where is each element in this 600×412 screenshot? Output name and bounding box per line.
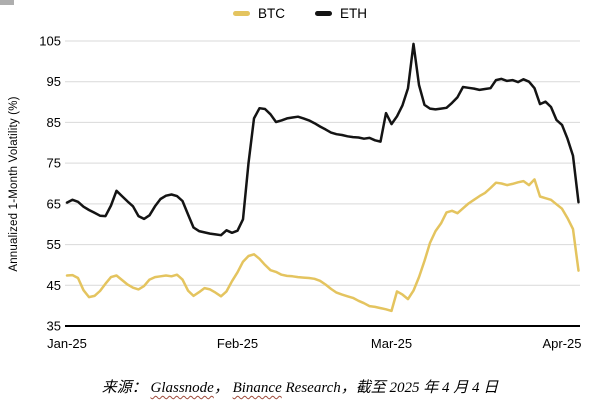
x-tick-jan-25: Jan-25	[47, 336, 87, 351]
x-tick-feb-25: Feb-25	[217, 336, 258, 351]
x-tick-apr-25: Apr-25	[542, 336, 581, 351]
volatility-line-chart: 35 45 55 65 75 85 95 105 Jan-25 Feb-25 Mar-25 Apr-2…	[39, 34, 581, 352]
source-prefix: 来源：	[101, 380, 151, 396]
chart-legend: BTC ETH	[0, 6, 600, 21]
corner-artifact	[0, 0, 14, 5]
y-tick-45: 45	[47, 278, 61, 293]
x-tick-mar-25: Mar-25	[371, 336, 412, 351]
legend-item-eth: ETH	[315, 6, 367, 21]
eth-line	[65, 42, 580, 237]
source-glassnode: Glassnode	[150, 380, 214, 396]
btc-legend-swatch	[233, 11, 250, 16]
y-tick-95: 95	[47, 74, 61, 89]
btc-legend-label: BTC	[258, 6, 285, 21]
y-tick-105: 105	[39, 34, 61, 49]
legend-item-btc: BTC	[233, 6, 285, 21]
y-tick-55: 55	[47, 237, 61, 252]
btc-line	[65, 178, 580, 313]
y-tick-85: 85	[47, 115, 61, 130]
source-binance: Binance	[232, 380, 282, 396]
eth-legend-label: ETH	[340, 6, 367, 21]
eth-legend-swatch	[315, 11, 332, 16]
source-separator: ，	[213, 380, 233, 396]
y-tick-75: 75	[47, 156, 61, 171]
y-tick-35: 35	[47, 319, 61, 334]
source-caption: 来源： Glassnode， Binance Research，截至 2025 …	[0, 376, 600, 397]
y-tick-65: 65	[47, 196, 61, 211]
source-suffix: Research，截至 2025 年 4 月 4 日	[281, 380, 499, 396]
